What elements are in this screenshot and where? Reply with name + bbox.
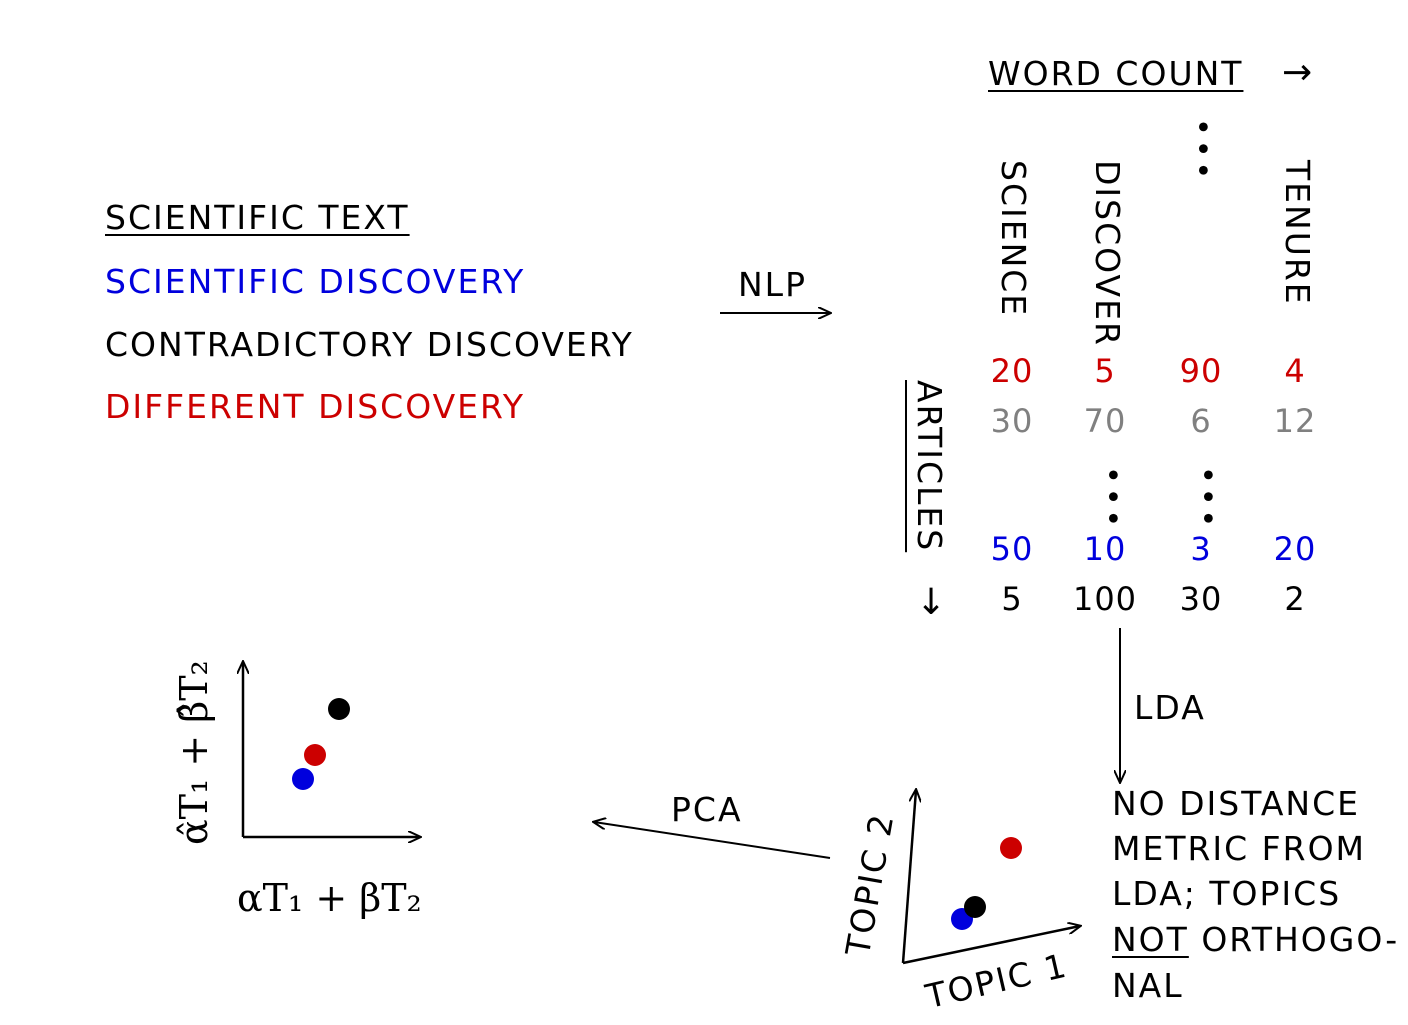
column-header-discover: DISCOVER bbox=[1088, 160, 1127, 347]
matrix-cell: 3 bbox=[1190, 530, 1212, 568]
legend-item-scientific: SCIENTIFIC DISCOVERY bbox=[105, 262, 526, 301]
column-ellipsis: ••• bbox=[1184, 118, 1219, 184]
column-header-science: SCIENCE bbox=[994, 160, 1033, 318]
row-ellipsis: ••• bbox=[1189, 466, 1224, 532]
pca-point-black bbox=[328, 698, 350, 720]
matrix-cell: 6 bbox=[1190, 402, 1212, 440]
matrix-cell: 70 bbox=[1083, 402, 1127, 440]
lda-point-black bbox=[964, 896, 986, 918]
matrix-cell: 30 bbox=[1179, 580, 1223, 618]
note-line: NOT ORTHOGO- bbox=[1112, 920, 1399, 959]
note-line: METRIC FROM bbox=[1112, 829, 1367, 868]
lda-point-red bbox=[1000, 837, 1022, 859]
legend-title: SCIENTIFIC TEXT bbox=[105, 198, 410, 237]
note-line: LDA; TOPICS bbox=[1112, 874, 1342, 913]
articles-arrow: ↓ bbox=[916, 582, 949, 623]
matrix-cell: 100 bbox=[1072, 580, 1138, 618]
note-not-underlined: NOT bbox=[1112, 920, 1189, 959]
matrix-cell: 50 bbox=[990, 530, 1034, 568]
matrix-cell: 5 bbox=[1001, 580, 1023, 618]
word-count-label: WORD COUNT bbox=[988, 54, 1244, 93]
lda-y-axis bbox=[901, 790, 916, 964]
matrix-cell: 5 bbox=[1094, 352, 1116, 390]
note-line: NAL bbox=[1112, 966, 1184, 1005]
matrix-cell: 20 bbox=[1273, 530, 1317, 568]
note-line-rest: ORTHOGO- bbox=[1188, 920, 1400, 959]
matrix-cell: 90 bbox=[1179, 352, 1223, 390]
matrix-cell: 12 bbox=[1273, 402, 1317, 440]
pca-label: PCA bbox=[671, 790, 743, 829]
legend-item-contradictory: CONTRADICTORY DISCOVERY bbox=[105, 325, 634, 364]
matrix-cell: 4 bbox=[1284, 352, 1306, 390]
matrix-cell: 2 bbox=[1284, 580, 1306, 618]
lda-x-axis bbox=[902, 926, 1080, 965]
pca-arrow bbox=[594, 822, 831, 859]
pca-point-blue bbox=[292, 768, 314, 790]
row-ellipsis: ••• bbox=[1094, 466, 1129, 532]
word-count-arrow: → bbox=[1282, 52, 1315, 93]
matrix-cell: 10 bbox=[1083, 530, 1127, 568]
articles-label: ARTICLES bbox=[910, 380, 949, 553]
matrix-cell: 30 bbox=[990, 402, 1034, 440]
column-header-tenure: TENURE bbox=[1278, 160, 1317, 306]
pca-point-red bbox=[304, 744, 326, 766]
note-line: NO DISTANCE bbox=[1112, 784, 1360, 823]
nlp-label: NLP bbox=[738, 265, 807, 304]
pca-x-label: αT₁ + βT₂ bbox=[237, 876, 422, 920]
matrix-cell: 20 bbox=[990, 352, 1034, 390]
lda-label: LDA bbox=[1134, 688, 1206, 727]
legend-item-different: DIFFERENT DISCOVERY bbox=[105, 387, 525, 426]
